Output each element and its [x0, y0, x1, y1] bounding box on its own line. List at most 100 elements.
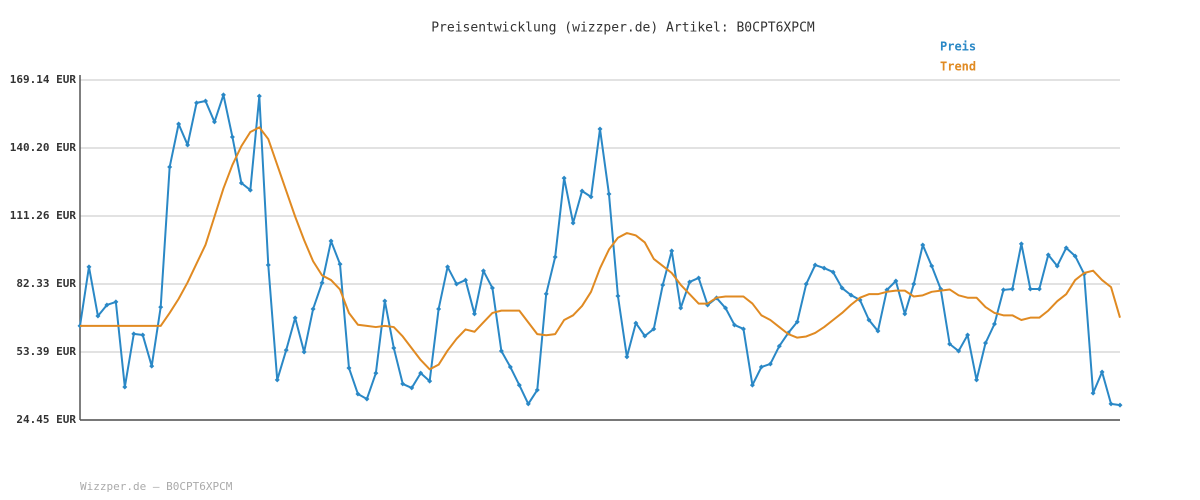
data-point — [731, 322, 737, 328]
data-point — [1009, 286, 1015, 292]
data-point — [211, 119, 217, 125]
y-tick-label: 169.14 EUR — [10, 73, 77, 86]
data-point — [113, 299, 119, 305]
data-point — [1072, 253, 1078, 259]
y-tick-label: 82.33 EUR — [16, 277, 76, 290]
data-point — [203, 98, 209, 104]
data-point — [642, 333, 648, 339]
data-point — [812, 262, 818, 268]
data-point — [427, 378, 433, 384]
data-point — [1054, 263, 1060, 269]
data-point — [866, 317, 872, 323]
data-point — [131, 331, 137, 337]
data-point — [830, 269, 836, 275]
data-point — [615, 293, 621, 299]
data-point — [220, 92, 226, 98]
data-point — [418, 370, 424, 376]
legend-entry: Trend — [940, 60, 976, 74]
data-point — [902, 311, 908, 317]
data-point — [678, 305, 684, 311]
data-point — [454, 281, 460, 287]
data-point — [194, 100, 200, 106]
data-point — [480, 268, 486, 274]
data-point — [373, 370, 379, 376]
data-point — [310, 306, 316, 312]
data-point — [965, 332, 971, 338]
data-point — [893, 278, 899, 284]
data-point — [525, 401, 531, 407]
data-point — [1099, 369, 1105, 375]
y-tick-label: 140.20 EUR — [10, 141, 77, 154]
data-point — [911, 281, 917, 287]
data-point — [1090, 390, 1096, 396]
data-point — [95, 313, 101, 319]
data-point — [436, 306, 442, 312]
data-point — [489, 285, 495, 291]
data-point — [570, 220, 576, 226]
data-point — [1036, 286, 1042, 292]
data-point — [606, 191, 612, 197]
data-point — [516, 382, 522, 388]
data-point — [723, 305, 729, 311]
data-point — [346, 365, 352, 371]
data-point — [140, 332, 146, 338]
legend-entry: Preis — [940, 40, 976, 54]
data-point — [463, 277, 469, 283]
data-point — [391, 345, 397, 351]
data-point — [776, 343, 782, 349]
data-point — [274, 377, 280, 383]
data-point — [740, 326, 746, 332]
data-point — [956, 348, 962, 354]
data-point — [624, 354, 630, 360]
data-point — [660, 282, 666, 288]
data-point — [974, 377, 980, 383]
y-tick-label: 24.45 EUR — [16, 413, 76, 426]
data-point — [445, 264, 451, 270]
footer: Wizzper.de – B0CPT6XPCM — [80, 480, 233, 493]
data-point — [409, 385, 415, 391]
series-line — [79, 93, 1121, 407]
data-point — [167, 164, 173, 170]
data-point — [158, 304, 164, 310]
data-point — [803, 281, 809, 287]
data-point — [319, 280, 325, 286]
data-point — [247, 187, 253, 193]
data-point — [552, 254, 558, 260]
data-point — [364, 396, 370, 402]
data-point — [749, 382, 755, 388]
data-point — [1000, 287, 1006, 293]
data-point — [292, 315, 298, 321]
data-point — [507, 364, 513, 370]
data-point — [283, 347, 289, 353]
data-point — [821, 265, 827, 271]
data-point — [86, 264, 92, 270]
data-point — [256, 93, 262, 99]
y-tick-label: 111.26 EUR — [10, 209, 77, 222]
y-tick-label: 53.39 EUR — [16, 345, 76, 358]
data-point — [471, 311, 477, 317]
data-point — [1063, 245, 1069, 251]
data-point — [265, 262, 271, 268]
data-point — [1027, 286, 1033, 292]
data-point — [176, 121, 182, 127]
data-point — [328, 238, 334, 244]
data-point — [1108, 401, 1114, 407]
data-point — [400, 381, 406, 387]
data-point — [991, 321, 997, 327]
data-point — [920, 242, 926, 248]
series-line — [80, 126, 1121, 371]
data-point — [687, 279, 693, 285]
data-point — [337, 261, 343, 267]
data-point — [588, 194, 594, 200]
data-point — [1045, 252, 1051, 258]
data-point — [543, 291, 549, 297]
data-point — [1018, 241, 1024, 247]
data-point — [767, 361, 773, 367]
data-point — [104, 302, 110, 308]
data-point — [848, 292, 854, 298]
data-point — [947, 341, 953, 347]
data-point — [794, 319, 800, 325]
data-point — [498, 348, 504, 354]
data-point — [597, 126, 603, 132]
